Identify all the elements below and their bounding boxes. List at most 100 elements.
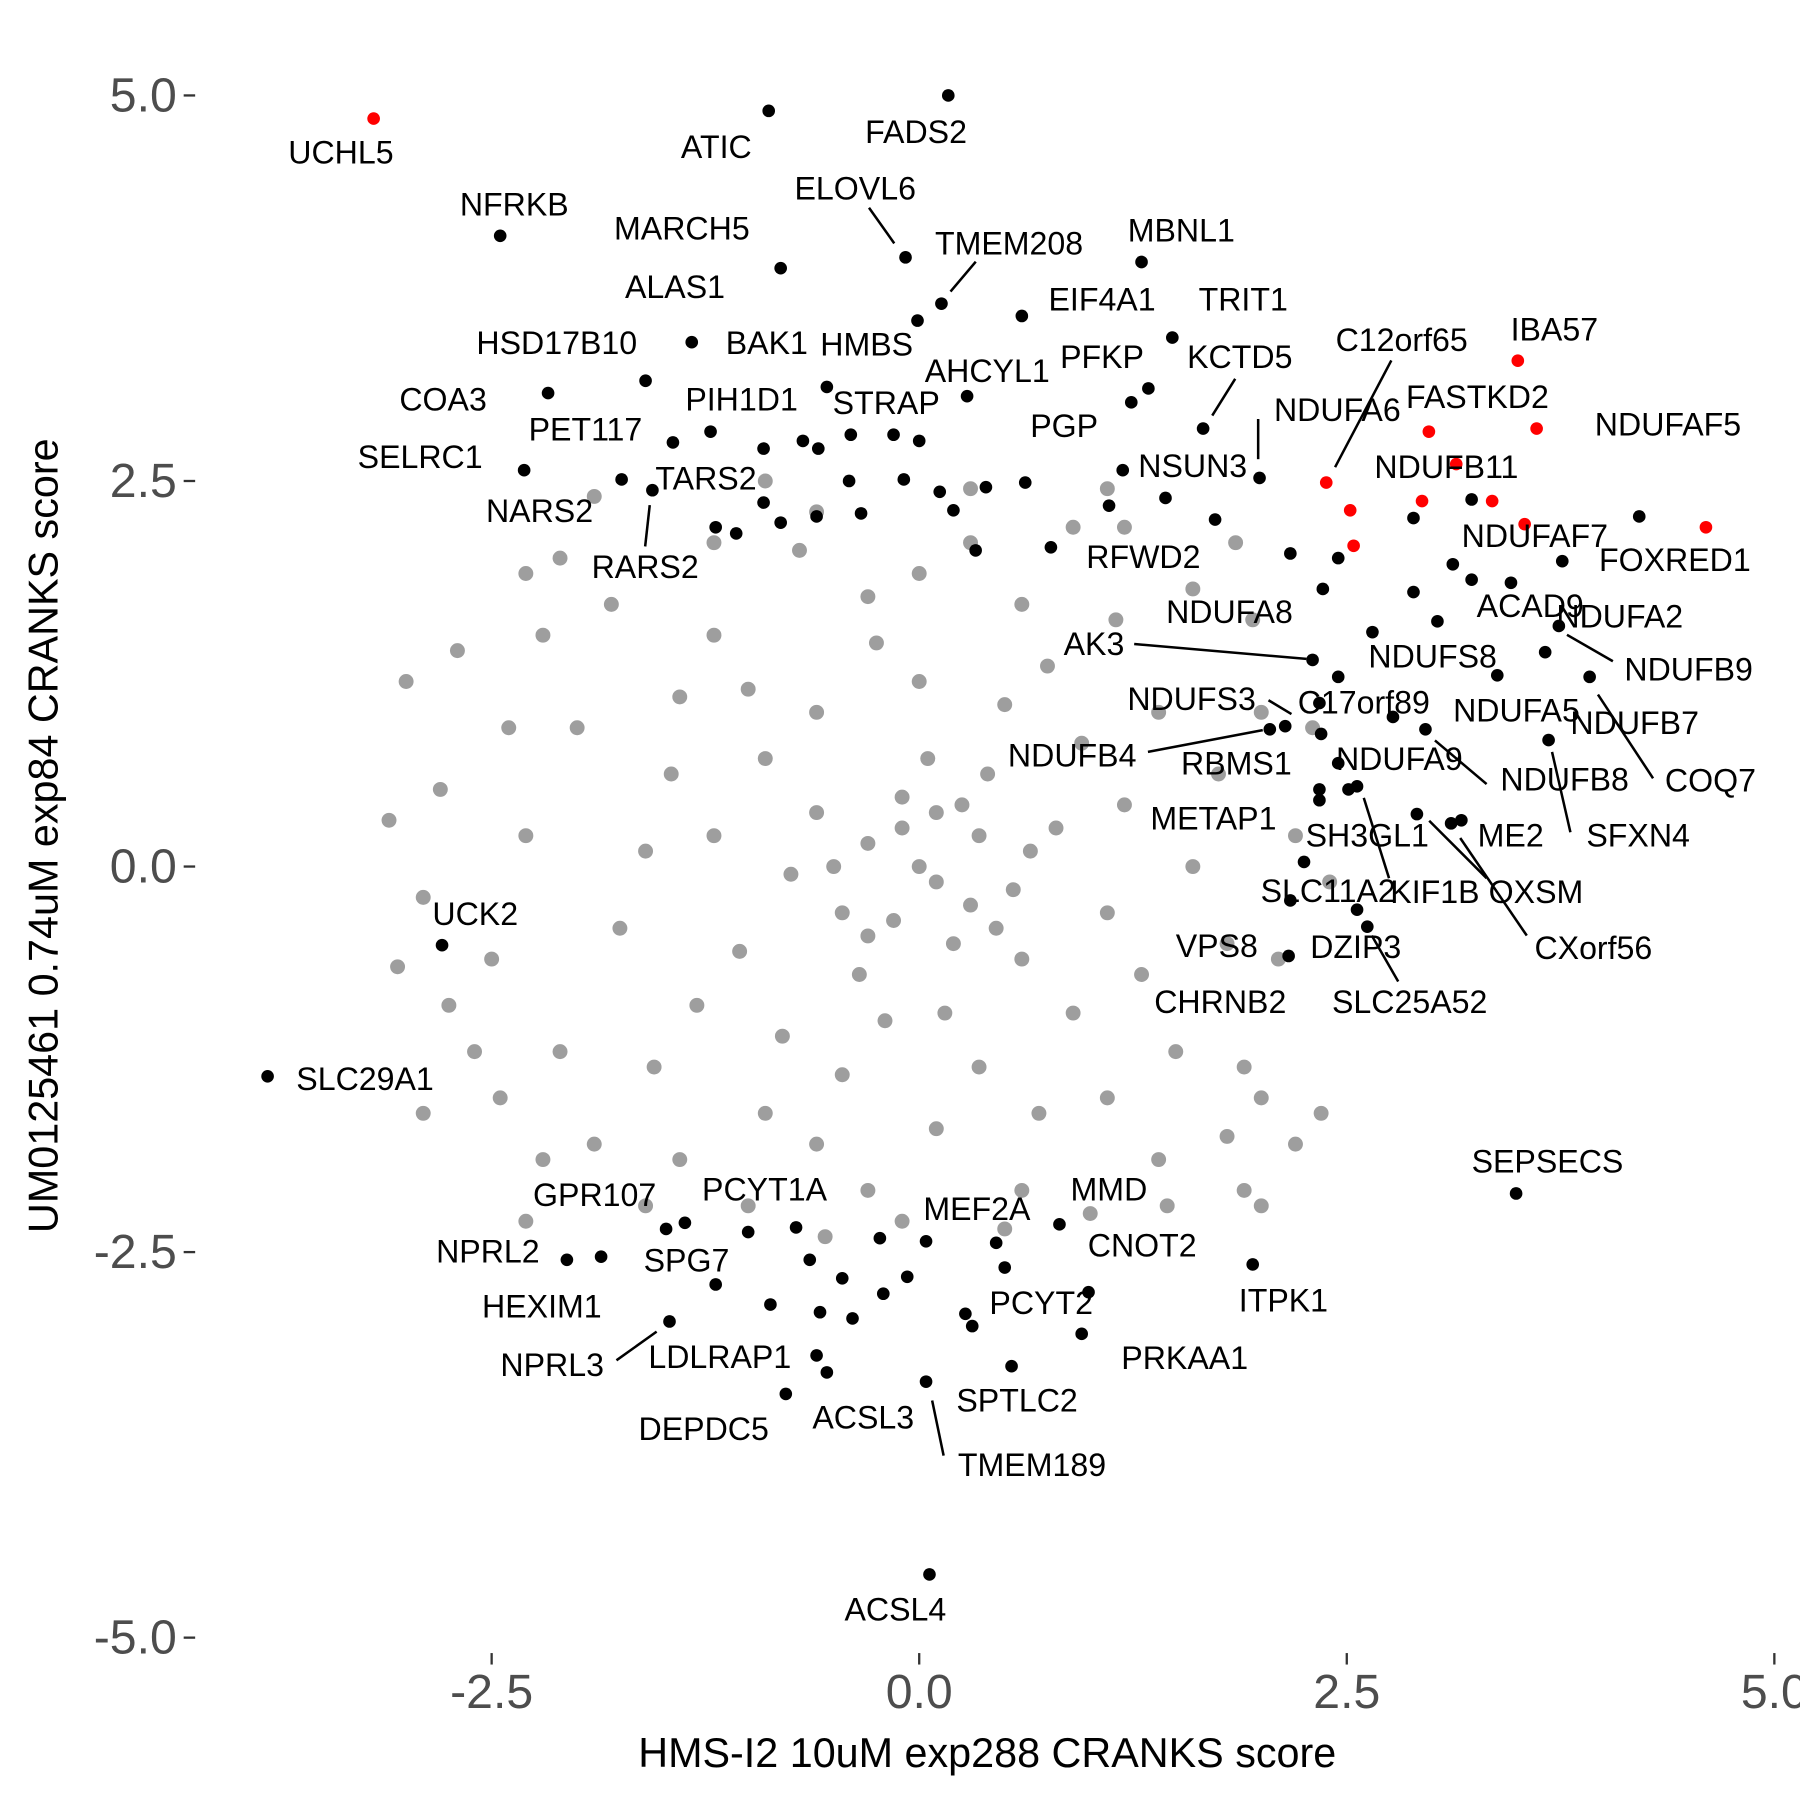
point bbox=[1208, 513, 1222, 526]
point bbox=[732, 943, 748, 959]
point bbox=[894, 1213, 910, 1229]
point bbox=[552, 1044, 568, 1060]
point bbox=[646, 1059, 662, 1075]
x-tick-label: 5.0 bbox=[1741, 1665, 1800, 1719]
point bbox=[1168, 1044, 1184, 1060]
point bbox=[1485, 494, 1499, 508]
x-tick-label: 2.5 bbox=[1313, 1665, 1380, 1719]
point bbox=[835, 1271, 849, 1285]
point-label: TMEM189 bbox=[958, 1447, 1106, 1483]
point-label: NARS2 bbox=[486, 493, 593, 529]
point bbox=[666, 436, 680, 449]
point bbox=[1350, 780, 1364, 793]
point bbox=[1410, 807, 1424, 821]
point-label: PFKP bbox=[1060, 339, 1144, 375]
point bbox=[541, 386, 555, 400]
point bbox=[740, 1198, 756, 1214]
point bbox=[706, 627, 722, 643]
point bbox=[1360, 920, 1374, 934]
point bbox=[1446, 557, 1460, 571]
point-label: PIH1D1 bbox=[685, 381, 798, 417]
point bbox=[659, 1222, 673, 1236]
point bbox=[860, 1182, 876, 1198]
point bbox=[415, 889, 431, 905]
point bbox=[757, 473, 773, 489]
point bbox=[1350, 903, 1364, 917]
point-label: NDUFA8 bbox=[1166, 594, 1293, 630]
point bbox=[1082, 1285, 1095, 1299]
point-label: SEPSECS bbox=[1472, 1144, 1624, 1180]
point-label: PRKAA1 bbox=[1121, 1340, 1248, 1376]
point bbox=[851, 967, 867, 982]
point bbox=[886, 913, 902, 928]
point bbox=[484, 951, 500, 967]
point-label: SLC29A1 bbox=[296, 1061, 434, 1097]
point bbox=[998, 1261, 1012, 1274]
point bbox=[1407, 511, 1420, 525]
point bbox=[586, 488, 602, 504]
point-label: PET117 bbox=[529, 411, 643, 447]
point bbox=[971, 828, 987, 844]
point bbox=[398, 674, 414, 689]
point bbox=[1102, 499, 1116, 512]
point bbox=[517, 463, 531, 477]
point bbox=[820, 380, 834, 394]
point-label: DEPDC5 bbox=[639, 1411, 769, 1447]
point bbox=[911, 566, 927, 581]
point bbox=[779, 1387, 793, 1401]
point-label: TMEM208 bbox=[935, 225, 1083, 261]
point bbox=[899, 251, 912, 264]
point bbox=[954, 797, 970, 813]
point-label: PCYT2 bbox=[989, 1285, 1093, 1321]
point bbox=[912, 434, 926, 448]
point bbox=[803, 1253, 817, 1267]
point bbox=[774, 516, 787, 529]
point-label: KCTD5 bbox=[1187, 339, 1292, 375]
point-label: KIF1B bbox=[1390, 874, 1479, 910]
point bbox=[704, 425, 717, 438]
y-tick-label: 0.0 bbox=[110, 840, 177, 894]
point bbox=[1313, 1105, 1329, 1121]
leader-line bbox=[1566, 633, 1614, 663]
point bbox=[709, 1278, 722, 1291]
point bbox=[1116, 797, 1132, 813]
point bbox=[1455, 813, 1468, 827]
point bbox=[1313, 783, 1326, 796]
point-label: PGP bbox=[1030, 408, 1098, 444]
point-label: RARS2 bbox=[592, 549, 699, 585]
point-label: C12orf65 bbox=[1336, 322, 1468, 358]
point bbox=[706, 828, 722, 844]
point bbox=[757, 442, 770, 455]
point bbox=[1322, 874, 1338, 890]
point bbox=[894, 789, 910, 805]
point bbox=[860, 835, 876, 851]
point bbox=[965, 1319, 979, 1333]
point bbox=[706, 535, 722, 551]
leader-line bbox=[867, 207, 896, 245]
point-label: NDUFA5 bbox=[1453, 693, 1580, 729]
point bbox=[757, 751, 773, 767]
point-label: VPS8 bbox=[1176, 928, 1258, 964]
point bbox=[1116, 519, 1132, 535]
point-label: BAK1 bbox=[726, 325, 808, 361]
point-label: FOXRED1 bbox=[1599, 542, 1751, 578]
point bbox=[612, 920, 628, 936]
point bbox=[1014, 1182, 1030, 1198]
point-label: NDUFA6 bbox=[1274, 392, 1401, 428]
point bbox=[381, 812, 397, 828]
point bbox=[911, 674, 927, 689]
point bbox=[1282, 949, 1295, 963]
point-label: CNOT2 bbox=[1088, 1228, 1197, 1264]
point bbox=[1014, 596, 1030, 612]
point bbox=[969, 544, 982, 557]
point-label: RFWD2 bbox=[1086, 539, 1200, 575]
point-label: NSUN3 bbox=[1138, 448, 1247, 484]
leader-line bbox=[643, 504, 651, 547]
point bbox=[1065, 1005, 1081, 1021]
point bbox=[933, 485, 947, 499]
point bbox=[854, 507, 868, 520]
point-label: RBMS1 bbox=[1181, 745, 1292, 781]
point bbox=[928, 1121, 944, 1137]
